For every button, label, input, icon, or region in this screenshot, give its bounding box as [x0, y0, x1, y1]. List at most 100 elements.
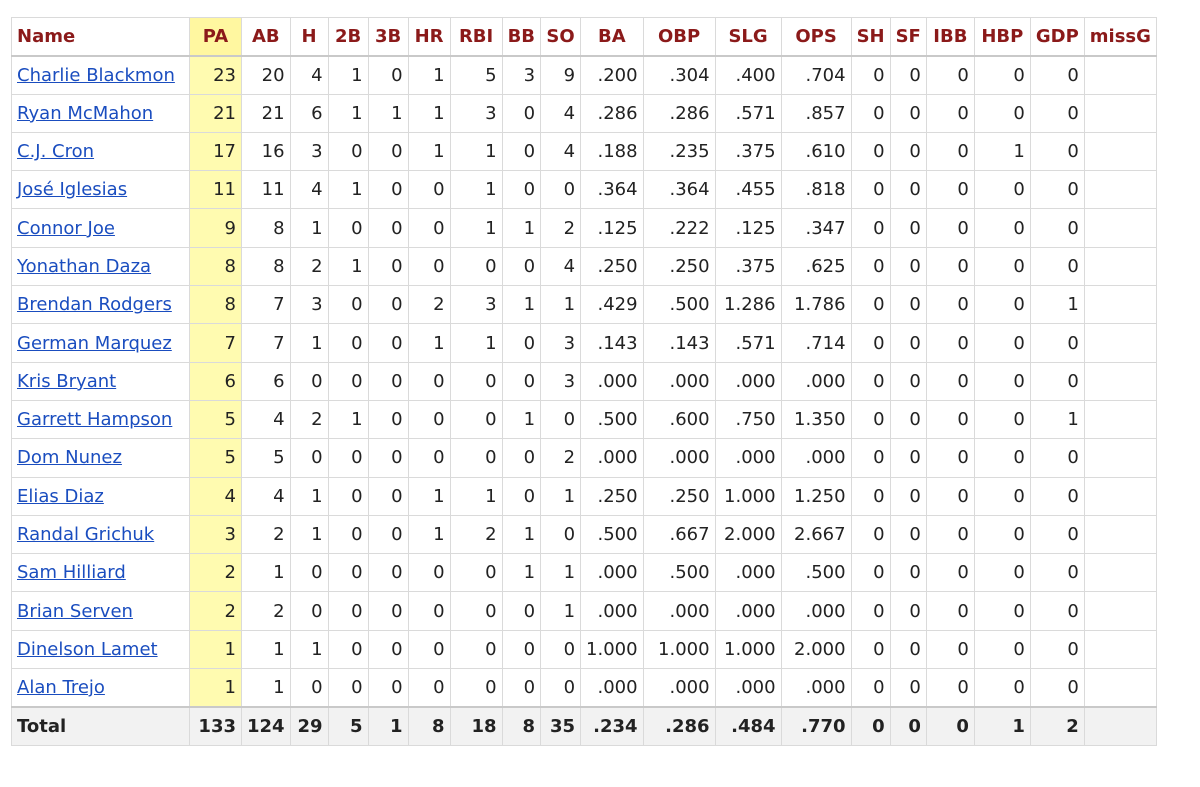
- player-link-garrett-hampson[interactable]: Garrett Hampson: [17, 409, 173, 431]
- player-link-alan-trejo[interactable]: Alan Trejo: [17, 676, 105, 698]
- player-link-yonathan-daza[interactable]: Yonathan Daza: [17, 255, 152, 277]
- stat-cell-3b: 0: [367, 476, 409, 516]
- stat-cell-bb: 0: [501, 668, 542, 708]
- column-header-hr[interactable]: HR: [407, 16, 451, 57]
- stat-cell-rbi: 0: [449, 591, 503, 631]
- stat-cell-missg: [1083, 170, 1157, 210]
- stat-cell-hbp: 0: [973, 591, 1031, 631]
- player-link-c-j-cron[interactable]: C.J. Cron: [17, 141, 95, 163]
- stat-cell-rbi: 0: [449, 553, 503, 593]
- stat-cell-3b: 0: [367, 55, 409, 95]
- stat-cell-pa: 7: [189, 323, 242, 363]
- player-link-sam-hilliard[interactable]: Sam Hilliard: [17, 562, 126, 584]
- stat-cell-missg: [1083, 246, 1157, 287]
- stat-cell-ops: .500: [780, 553, 852, 593]
- column-header-missg[interactable]: missG: [1083, 16, 1157, 57]
- player-link-elias-diaz[interactable]: Elias Diaz: [17, 485, 104, 507]
- stat-cell-slg: .455: [714, 170, 782, 210]
- total-cell-obp: .286: [642, 705, 716, 746]
- player-link-brendan-rodgers[interactable]: Brendan Rodgers: [17, 294, 172, 316]
- stat-cell-bb: 1: [501, 553, 542, 593]
- stat-cell-bb: 0: [501, 361, 542, 401]
- stat-cell-sh: 0: [850, 93, 891, 133]
- stat-cell-gdp: 0: [1029, 361, 1085, 401]
- stat-cell-ba: .250: [580, 476, 644, 516]
- stat-cell-ba: .364: [580, 170, 644, 210]
- stat-cell-so: 0: [540, 170, 582, 210]
- player-link-brian-serven[interactable]: Brian Serven: [17, 600, 133, 622]
- stat-cell-rbi: 3: [449, 285, 503, 325]
- column-header-so[interactable]: SO: [540, 16, 582, 57]
- column-header-bb[interactable]: BB: [501, 16, 542, 57]
- stat-cell-hr: 0: [407, 208, 451, 248]
- player-link-dom-nunez[interactable]: Dom Nunez: [17, 447, 122, 469]
- stat-cell-rbi: 0: [449, 399, 503, 440]
- stat-cell-ops: .000: [780, 361, 852, 401]
- stat-cell-ibb: 0: [925, 55, 975, 95]
- player-link-german-marquez[interactable]: German Marquez: [17, 332, 172, 354]
- stat-cell-ops: .000: [780, 438, 852, 478]
- stat-cell-rbi: 3: [449, 93, 503, 133]
- column-header-pa[interactable]: PA: [189, 16, 242, 57]
- stat-cell-gdp: 0: [1029, 553, 1085, 593]
- stat-cell-hr: 0: [407, 170, 451, 210]
- stat-cell-sf: 0: [889, 476, 927, 516]
- column-header-sh[interactable]: SH: [850, 16, 891, 57]
- column-header-ba[interactable]: BA: [580, 16, 644, 57]
- table-row: Yonathan Daza 8 8 2 1 0 0 0 0 4.250.250.375.625 0 0…: [11, 246, 1157, 287]
- stat-cell-h: 2: [289, 399, 329, 440]
- column-header-h[interactable]: H: [289, 16, 329, 57]
- column-header-hbp[interactable]: HBP: [973, 16, 1031, 57]
- stat-cell-hr: 0: [407, 668, 451, 708]
- stat-cell-ab: 1: [241, 629, 291, 670]
- stat-cell-h: 3: [289, 131, 329, 172]
- stat-cell-hbp: 0: [973, 668, 1031, 708]
- stat-cell-rbi: 1: [449, 323, 503, 363]
- column-header-name[interactable]: Name: [11, 16, 190, 57]
- column-header-sf[interactable]: SF: [889, 16, 927, 57]
- stat-cell-hbp: 0: [973, 629, 1031, 670]
- stat-cell-missg: [1083, 476, 1157, 516]
- player-link-kris-bryant[interactable]: Kris Bryant: [17, 370, 117, 392]
- stat-cell-2b: 0: [327, 668, 369, 708]
- table-row: Brendan Rodgers 8 7 3 0 0 2 3 1 1.429.500 1.286 1.7…: [11, 285, 1157, 325]
- stat-cell-h: 0: [289, 591, 329, 631]
- column-header-obp[interactable]: OBP: [642, 16, 716, 57]
- stat-cell-ba: .250: [580, 246, 644, 287]
- stat-cell-ab: 6: [241, 361, 291, 401]
- stat-cell-hr: 1: [407, 514, 451, 555]
- column-header-2b[interactable]: 2B: [327, 16, 369, 57]
- column-header-rbi[interactable]: RBI: [449, 16, 503, 57]
- stat-cell-so: 0: [540, 399, 582, 440]
- stat-cell-pa: 8: [189, 285, 242, 325]
- table-row: Charlie Blackmon 23 20 4 1 0 1 5 3 9.200.304.400.…: [11, 55, 1157, 95]
- stat-cell-ba: .000: [580, 361, 644, 401]
- player-link-charlie-blackmon[interactable]: Charlie Blackmon: [17, 64, 175, 86]
- player-link-connor-joe[interactable]: Connor Joe: [17, 217, 115, 239]
- player-link-ryan-mcmahon[interactable]: Ryan McMahon: [17, 102, 154, 124]
- stat-cell-slg: .125: [714, 208, 782, 248]
- stat-cell-ibb: 0: [925, 476, 975, 516]
- stat-cell-bb: 0: [501, 323, 542, 363]
- column-header-ab[interactable]: AB: [241, 16, 291, 57]
- stat-cell-sf: 0: [889, 285, 927, 325]
- stat-cell-3b: 1: [367, 93, 409, 133]
- column-header-slg[interactable]: SLG: [714, 16, 782, 57]
- player-link-jose-iglesias[interactable]: José Iglesias: [17, 179, 128, 201]
- stat-cell-so: 2: [540, 208, 582, 248]
- stat-cell-ops: 1.786: [780, 285, 852, 325]
- stat-cell-obp: .000: [642, 668, 716, 708]
- column-header-ops[interactable]: OPS: [780, 16, 852, 57]
- stat-cell-ibb: 0: [925, 361, 975, 401]
- stat-cell-so: 4: [540, 246, 582, 287]
- stat-cell-hbp: 0: [973, 55, 1031, 95]
- column-header-3b[interactable]: 3B: [367, 16, 409, 57]
- column-header-ibb[interactable]: IBB: [925, 16, 975, 57]
- player-link-randal-grichuk[interactable]: Randal Grichuk: [17, 524, 155, 545]
- column-header-gdp[interactable]: GDP: [1029, 16, 1085, 57]
- stat-cell-ab: 7: [241, 285, 291, 325]
- batting-stats-table: Name PA AB H 2B 3B HR RBI BB SO BA OBP SLG OPS SH SF IBB…: [11, 16, 1157, 746]
- stat-cell-ab: 4: [241, 476, 291, 516]
- player-link-dinelson-lamet[interactable]: Dinelson Lamet: [17, 638, 158, 660]
- stat-cell-3b: 0: [367, 399, 409, 440]
